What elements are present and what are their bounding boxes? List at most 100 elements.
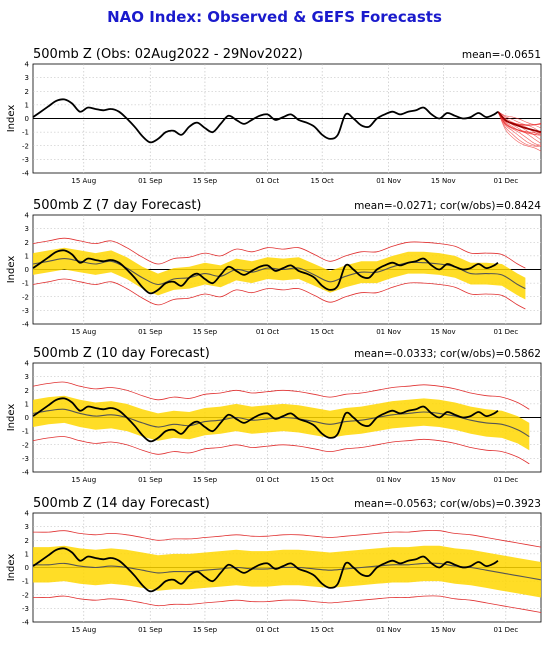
- ensemble-member-line: [497, 111, 542, 147]
- y-tick-label: -4: [22, 469, 30, 477]
- x-tick-label: 15 Aug: [71, 328, 96, 336]
- x-tick-label: 15 Nov: [431, 626, 456, 634]
- y-tick-label: -2: [22, 293, 29, 301]
- panel-title: 500mb Z (10 day Forecast): [33, 346, 210, 361]
- nao-chart-1: 4 3 2 1 0 -1 -2 -3 -4 15 Aug 01 Sep 15 Sep 01 Oct 15 …: [6, 212, 542, 336]
- y-tick-label: -1: [22, 280, 29, 288]
- forecast-lower-bound: [32, 436, 530, 465]
- x-tick-label: 01 Nov: [376, 476, 401, 484]
- page-title: NAO Index: Observed & GEFS Forecasts: [107, 8, 442, 26]
- panel-stats: mean=-0.0271; cor(w/obs)=0.8424: [354, 200, 541, 212]
- x-tick-label: 15 Sep: [193, 177, 218, 185]
- y-axis-label: Index: [6, 105, 17, 133]
- nao-chart-0: 4 3 2 1 0 -1 -2 -3 -4 15 Aug 01 Sep 15 Sep 01 Oct 15 …: [6, 61, 542, 185]
- nao-chart-3: 4 3 2 1 0 -1 -2 -3 -4 15 Aug 01 Sep 15 Sep 01 Oct 15 …: [6, 510, 542, 634]
- y-tick-label: -4: [22, 619, 30, 627]
- y-tick-label: 1: [25, 252, 29, 260]
- y-tick-label: -3: [22, 605, 29, 613]
- ensemble-mean-line: [497, 111, 542, 133]
- panel-observed: 500mb Z (Obs: 02Aug2022 - 29Nov2022) mea…: [0, 47, 549, 197]
- y-tick-label: 3: [25, 523, 29, 531]
- forecast-upper-bound: [32, 381, 530, 410]
- forecast-spread-band: [33, 247, 526, 300]
- x-tick-label: 15 Sep: [193, 328, 218, 336]
- y-tick-label: -2: [22, 142, 29, 150]
- forecast-lower-bound: [32, 278, 526, 310]
- y-tick-label: 0: [25, 115, 29, 123]
- y-tick-label: 3: [25, 225, 29, 233]
- x-tick-label: 01 Oct: [256, 177, 279, 185]
- x-tick-label: 01 Oct: [256, 476, 279, 484]
- y-tick-label: -4: [22, 321, 30, 329]
- y-tick-label: 3: [25, 373, 29, 381]
- y-tick-label: 1: [25, 550, 29, 558]
- observed-line: [32, 249, 499, 295]
- y-tick-label: 1: [25, 400, 29, 408]
- x-tick-label: 15 Aug: [71, 626, 96, 634]
- x-tick-label: 15 Oct: [311, 626, 334, 634]
- x-tick-label: 15 Oct: [311, 476, 334, 484]
- x-tick-label: 15 Sep: [193, 626, 218, 634]
- y-tick-label: -3: [22, 307, 29, 315]
- forecast-spread-band: [33, 545, 541, 598]
- panel-title: 500mb Z (7 day Forecast): [33, 198, 202, 213]
- x-tick-label: 15 Nov: [431, 328, 456, 336]
- x-tick-label: 15 Nov: [431, 476, 456, 484]
- panel-14day-forecast: 500mb Z (14 day Forecast) mean=-0.0563; …: [0, 496, 549, 646]
- x-tick-label: 15 Oct: [311, 328, 334, 336]
- observed-line: [32, 547, 499, 593]
- y-tick-label: 3: [25, 74, 29, 82]
- y-tick-label: 1: [25, 101, 29, 109]
- x-tick-label: 01 Dec: [493, 328, 518, 336]
- forecast-mean-line: [32, 258, 526, 290]
- x-tick-label: 15 Aug: [71, 476, 96, 484]
- x-tick-label: 01 Dec: [493, 476, 518, 484]
- x-tick-label: 15 Sep: [193, 476, 218, 484]
- forecast-upper-bound: [32, 530, 542, 548]
- x-tick-label: 15 Aug: [71, 177, 96, 185]
- x-tick-label: 01 Oct: [256, 328, 279, 336]
- panel-stats: mean=-0.0333; cor(w/obs)=0.5862: [354, 348, 541, 360]
- x-tick-label: 01 Oct: [256, 626, 279, 634]
- y-tick-label: -3: [22, 455, 29, 463]
- y-tick-label: 2: [25, 537, 29, 545]
- ensemble-members: [497, 111, 542, 152]
- x-tick-label: 01 Nov: [376, 177, 401, 185]
- y-tick-label: 0: [25, 564, 29, 572]
- y-tick-label: 2: [25, 239, 29, 247]
- x-tick-label: 01 Sep: [138, 476, 163, 484]
- x-tick-label: 01 Nov: [376, 328, 401, 336]
- forecast-lower-bound: [32, 595, 542, 613]
- panel-stats: mean=-0.0563; cor(w/obs)=0.3923: [354, 498, 541, 510]
- ensemble-member-line: [497, 111, 542, 144]
- panel-10day-forecast: 500mb Z (10 day Forecast) mean=-0.0333; …: [0, 346, 549, 496]
- x-tick-label: 01 Sep: [138, 626, 163, 634]
- x-tick-label: 01 Nov: [376, 626, 401, 634]
- forecast-mean-line: [32, 562, 542, 581]
- panel-title: 500mb Z (14 day Forecast): [33, 496, 210, 511]
- y-tick-label: 4: [25, 360, 30, 368]
- y-axis-label: Index: [6, 256, 17, 284]
- ensemble-member-line: [497, 111, 542, 152]
- y-tick-label: -2: [22, 591, 29, 599]
- y-tick-label: 4: [25, 61, 30, 69]
- y-tick-label: -1: [22, 428, 29, 436]
- panel-stats: mean=-0.0651: [461, 49, 541, 61]
- x-tick-label: 15 Oct: [311, 177, 334, 185]
- y-tick-label: -3: [22, 156, 29, 164]
- forecast-mean-line: [32, 408, 530, 438]
- ensemble-member-line: [497, 111, 542, 146]
- y-tick-label: 0: [25, 414, 29, 422]
- observed-line: [32, 397, 499, 443]
- y-tick-label: 2: [25, 387, 29, 395]
- forecast-upper-bound: [32, 237, 526, 269]
- panel-7day-forecast: 500mb Z (7 day Forecast) mean=-0.0271; c…: [0, 198, 549, 348]
- y-axis-label: Index: [6, 554, 17, 582]
- y-tick-label: -1: [22, 578, 29, 586]
- y-tick-label: 2: [25, 88, 29, 96]
- ensemble-member-line: [497, 111, 542, 136]
- y-tick-label: 0: [25, 266, 29, 274]
- panel-title: 500mb Z (Obs: 02Aug2022 - 29Nov2022): [33, 47, 303, 62]
- ensemble-member-line: [497, 111, 542, 146]
- nao-chart-2: 4 3 2 1 0 -1 -2 -3 -4 15 Aug 01 Sep 15 Sep 01 Oct 15 …: [6, 360, 542, 484]
